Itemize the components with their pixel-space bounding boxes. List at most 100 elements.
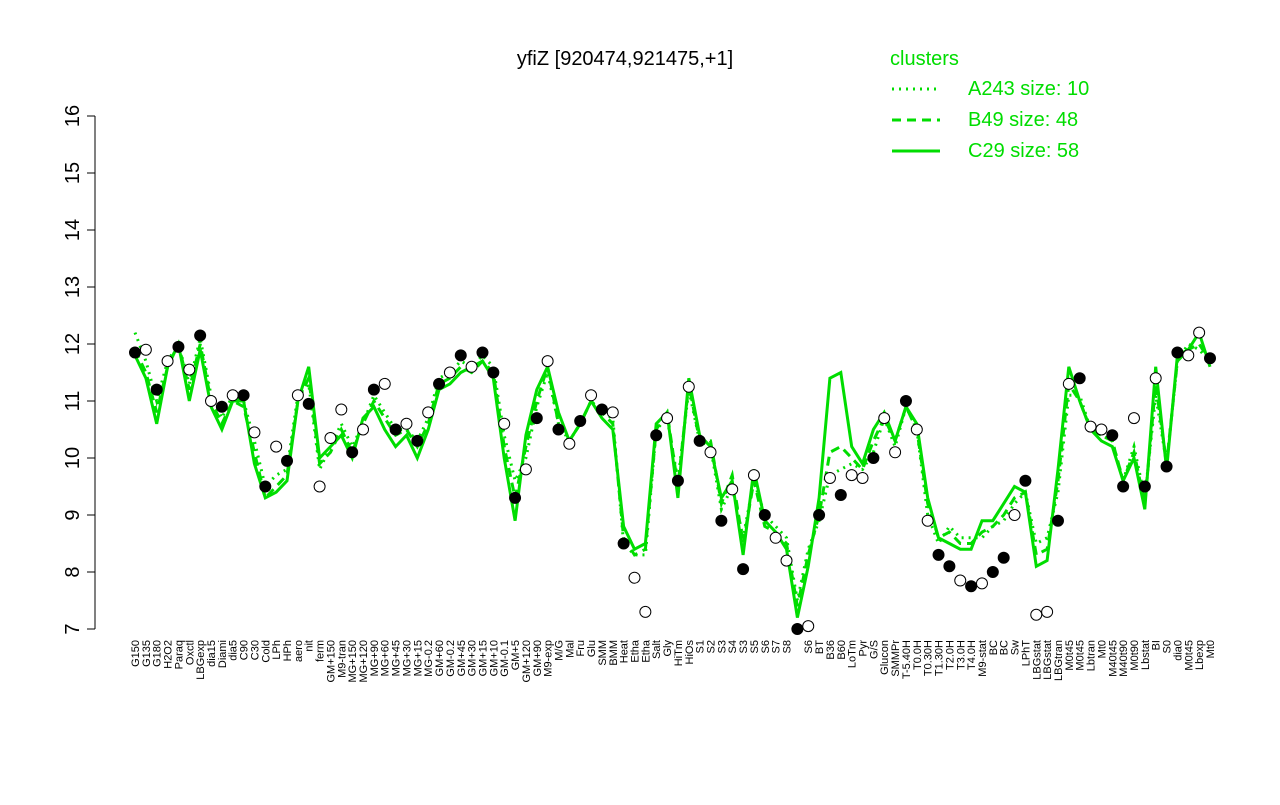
- x-tick-label: BC: [999, 640, 1011, 655]
- x-tick-label: S7: [771, 640, 783, 653]
- point: [411, 434, 424, 447]
- x-tick-label: GM+90: [532, 640, 544, 676]
- x-tick-label: Glu: [586, 640, 598, 657]
- x-tick-label: LPhT: [1020, 640, 1032, 667]
- point: [617, 537, 630, 550]
- point: [476, 346, 489, 359]
- x-tick-label: MG+15: [412, 640, 424, 676]
- x-tick-label: MG+60: [380, 640, 392, 676]
- x-tick-label: LBGstat: [1042, 640, 1054, 680]
- point: [1084, 420, 1097, 433]
- x-tick-label: S1: [695, 640, 707, 653]
- point: [693, 434, 706, 447]
- point: [1030, 608, 1043, 621]
- x-tick-label: Oxctl: [184, 640, 196, 665]
- x-tick-label: T-5.40H: [901, 640, 913, 679]
- x-tick-label: T4.0H: [966, 640, 978, 670]
- x-tick-label: S5: [749, 640, 761, 653]
- point: [465, 360, 478, 373]
- legend-label: B49 size: 48: [968, 109, 1078, 131]
- point: [650, 429, 663, 442]
- point: [747, 469, 760, 482]
- x-tick-label: LBGstat: [1031, 640, 1043, 680]
- x-tick-label: B36: [825, 640, 837, 660]
- point: [921, 514, 934, 527]
- x-tick-label: GM+30: [467, 640, 479, 676]
- x-tick-label: MG+90: [369, 640, 381, 676]
- point: [1008, 509, 1021, 521]
- x-tick-label: HPh: [282, 640, 294, 661]
- x-tick-label: Mt0: [1096, 640, 1108, 658]
- point: [1138, 480, 1151, 493]
- x-tick-label: ferm: [315, 640, 327, 662]
- x-tick-label: S8: [782, 640, 794, 653]
- point: [378, 377, 391, 390]
- point: [335, 403, 348, 416]
- x-tick-label: S3: [716, 640, 728, 653]
- x-tick-label: S6: [760, 640, 772, 653]
- point: [943, 560, 956, 573]
- point: [259, 480, 272, 493]
- x-tick-label: C30: [249, 640, 261, 660]
- point: [1051, 514, 1064, 527]
- point: [1182, 349, 1195, 362]
- x-tick-label: S6: [803, 640, 815, 653]
- x-tick-label: M9-tran: [336, 640, 348, 678]
- x-tick-label: Lbtran: [1086, 640, 1098, 671]
- point: [737, 563, 750, 576]
- x-tick-label: M0t90: [1129, 640, 1141, 671]
- x-tick-label: M0t45: [1183, 640, 1195, 671]
- point: [867, 452, 880, 464]
- point: [498, 417, 511, 430]
- point: [161, 355, 174, 368]
- point: [487, 366, 500, 379]
- y-tick-label: 14: [62, 219, 84, 241]
- y-tick-label: 13: [62, 276, 84, 298]
- point: [1019, 474, 1032, 487]
- point: [172, 340, 185, 353]
- point: [1073, 372, 1086, 385]
- x-tick-label: GM-0.2: [445, 640, 457, 677]
- x-tick-label: Cold: [260, 640, 272, 663]
- point: [324, 432, 337, 445]
- x-tick-label: Fru: [575, 640, 587, 657]
- point: [519, 463, 532, 476]
- x-tick-label: BMM: [608, 640, 620, 666]
- x-tick-label: GM+150: [325, 640, 337, 683]
- legend-title: clusters: [890, 48, 959, 70]
- point: [530, 412, 543, 425]
- x-tick-label: GM+5: [510, 640, 522, 670]
- x-tick-label: G180: [152, 640, 164, 667]
- point: [1117, 480, 1130, 493]
- x-tick-label: dia0: [1172, 640, 1184, 661]
- point: [552, 423, 565, 436]
- point: [823, 471, 836, 484]
- x-tick-label: Paraq: [173, 640, 185, 669]
- x-tick-label: Salt: [651, 640, 663, 659]
- y-tick-label: 12: [62, 333, 84, 355]
- point: [813, 509, 826, 521]
- point: [443, 366, 456, 379]
- point: [628, 571, 641, 584]
- point: [281, 454, 294, 467]
- x-tick-label: LBGexp: [195, 640, 207, 680]
- point: [183, 363, 196, 376]
- x-tick-label: M/G: [553, 640, 565, 661]
- y-tick-label: 10: [62, 447, 84, 469]
- x-tick-label: GM-0.1: [499, 640, 511, 677]
- point: [248, 426, 261, 439]
- x-tick-label: M0t45: [1075, 640, 1087, 671]
- x-tick-label: Gly: [662, 640, 674, 657]
- x-tick-label: dia15: [206, 640, 218, 667]
- point: [454, 349, 467, 362]
- point: [606, 406, 619, 419]
- x-tick-label: Diami: [217, 640, 229, 668]
- point: [856, 471, 869, 484]
- point: [954, 574, 967, 587]
- x-tick-label: MG+30: [401, 640, 413, 676]
- point: [726, 483, 739, 496]
- x-tick-label: Lbstat: [1140, 640, 1152, 670]
- x-tick-label: MG+120: [358, 640, 370, 683]
- point: [563, 437, 576, 450]
- x-tick-label: H2O2: [163, 640, 175, 669]
